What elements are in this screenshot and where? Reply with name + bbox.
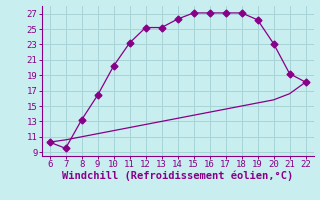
X-axis label: Windchill (Refroidissement éolien,°C): Windchill (Refroidissement éolien,°C) [62, 171, 293, 181]
